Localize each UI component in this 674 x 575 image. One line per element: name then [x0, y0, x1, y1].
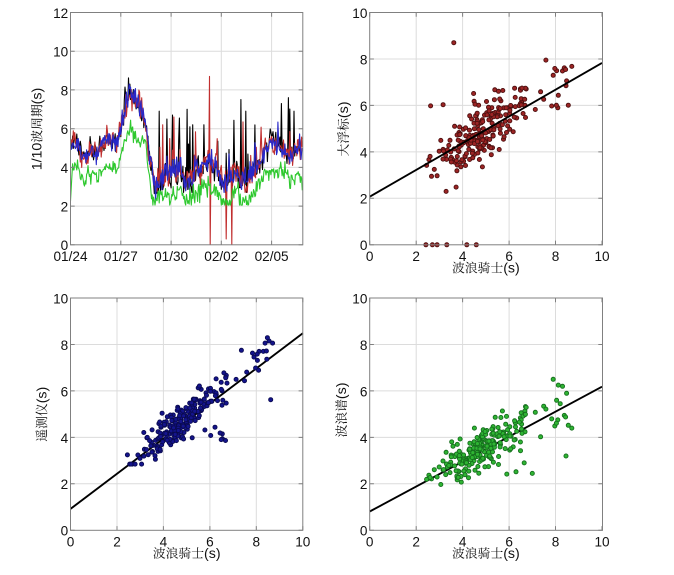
- svg-text:01/27: 01/27: [104, 249, 138, 264]
- svg-text:0: 0: [366, 249, 374, 264]
- svg-text:2: 2: [412, 535, 420, 550]
- svg-text:4: 4: [459, 535, 467, 550]
- svg-text:2: 2: [412, 249, 420, 264]
- svg-text:8: 8: [61, 83, 69, 98]
- svg-text:02/02: 02/02: [204, 249, 238, 264]
- svg-text:2: 2: [113, 535, 121, 550]
- svg-text:0: 0: [366, 535, 374, 550]
- svg-text:0: 0: [61, 524, 69, 539]
- svg-text:6: 6: [505, 535, 513, 550]
- svg-text:8: 8: [253, 535, 261, 550]
- svg-text:0: 0: [360, 238, 368, 253]
- svg-text:10: 10: [594, 249, 610, 264]
- svg-text:(s): (s): [503, 546, 520, 562]
- svg-text:4: 4: [61, 431, 69, 446]
- svg-text:(s): (s): [34, 387, 50, 404]
- svg-text:02/05: 02/05: [255, 249, 289, 264]
- svg-text:4: 4: [61, 161, 69, 176]
- svg-text:6: 6: [360, 384, 368, 399]
- svg-text:6: 6: [61, 384, 69, 399]
- svg-text:2: 2: [61, 200, 69, 215]
- svg-text:4: 4: [360, 145, 368, 160]
- svg-text:(s): (s): [503, 260, 520, 276]
- svg-text:6: 6: [505, 249, 513, 264]
- svg-text:(s): (s): [334, 383, 350, 400]
- svg-text:6: 6: [61, 122, 69, 137]
- svg-text:(s): (s): [336, 102, 352, 119]
- svg-text:10: 10: [295, 535, 311, 550]
- svg-text:6: 6: [206, 535, 214, 550]
- svg-text:2: 2: [360, 192, 368, 207]
- svg-text:8: 8: [61, 338, 69, 353]
- svg-text:2: 2: [360, 477, 368, 492]
- svg-text:1/10: 1/10: [30, 143, 46, 171]
- svg-text:10: 10: [53, 291, 69, 306]
- svg-text:8: 8: [360, 52, 368, 67]
- svg-text:4: 4: [160, 535, 168, 550]
- svg-text:2: 2: [61, 477, 69, 492]
- svg-text:8: 8: [360, 338, 368, 353]
- svg-text:4: 4: [459, 249, 467, 264]
- svg-text:(s): (s): [204, 546, 221, 562]
- svg-text:10: 10: [53, 45, 69, 60]
- svg-text:0: 0: [67, 535, 75, 550]
- svg-text:4: 4: [360, 431, 368, 446]
- svg-text:10: 10: [352, 291, 368, 306]
- svg-text:10: 10: [352, 6, 368, 21]
- svg-text:8: 8: [552, 535, 560, 550]
- svg-text:12: 12: [53, 6, 68, 21]
- svg-text:0: 0: [61, 238, 69, 253]
- svg-text:0: 0: [360, 524, 368, 539]
- svg-text:01/24: 01/24: [53, 249, 87, 264]
- svg-text:(s): (s): [30, 88, 46, 105]
- svg-text:10: 10: [594, 535, 610, 550]
- svg-text:8: 8: [552, 249, 560, 264]
- svg-text:01/30: 01/30: [154, 249, 188, 264]
- svg-text:6: 6: [360, 99, 368, 114]
